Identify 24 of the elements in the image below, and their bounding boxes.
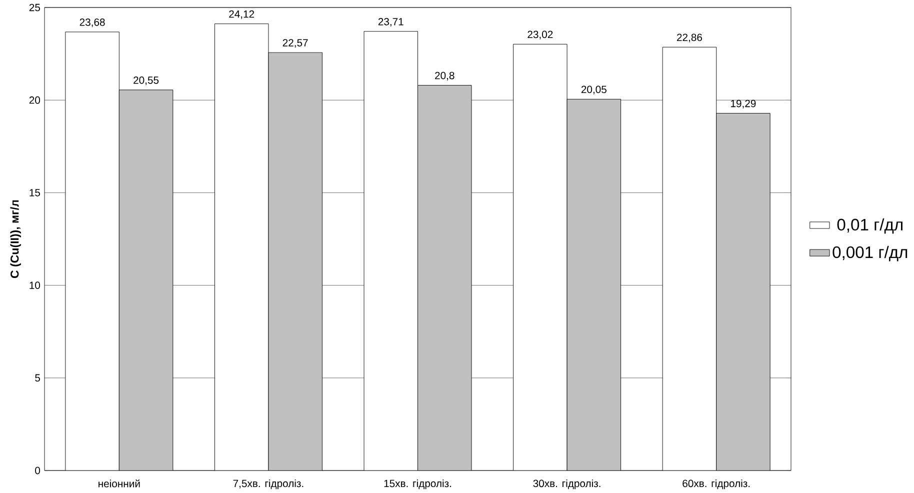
legend-label: 0,001 г/дл [832,246,908,262]
data-label: 22,86 [677,34,702,42]
x-tick-label: 7,5хв. гідроліз. [233,480,304,490]
data-label: 20,8 [435,72,454,80]
y-tick-label: 25 [29,4,40,12]
x-tick-label: 15хв. гідроліз. [384,480,451,490]
x-tick-label: 30хв. гідроліз. [533,480,600,490]
data-label: 20,05 [581,86,606,94]
y-tick-label: 5 [35,374,40,382]
data-label: 24,12 [229,10,254,19]
y-axis-title: C (Cu(II)), мг/л [10,200,21,278]
legend-label: 0,01 г/дл [837,218,902,234]
data-label: 23,02 [528,30,553,40]
x-tick-label: неіонний [98,480,140,488]
data-label: 23,68 [80,18,105,28]
data-label: 23,71 [378,18,404,27]
data-label: 19,29 [731,100,756,108]
y-tick-label: 20 [29,96,40,104]
y-tick-label: 10 [30,282,40,289]
x-tick-label: 60хв. гідроліз. [682,480,750,490]
y-tick-label: 0 [35,466,40,474]
data-label: 22,57 [282,39,308,48]
data-label: 20,55 [134,76,159,86]
y-tick-label: 15 [30,189,40,196]
